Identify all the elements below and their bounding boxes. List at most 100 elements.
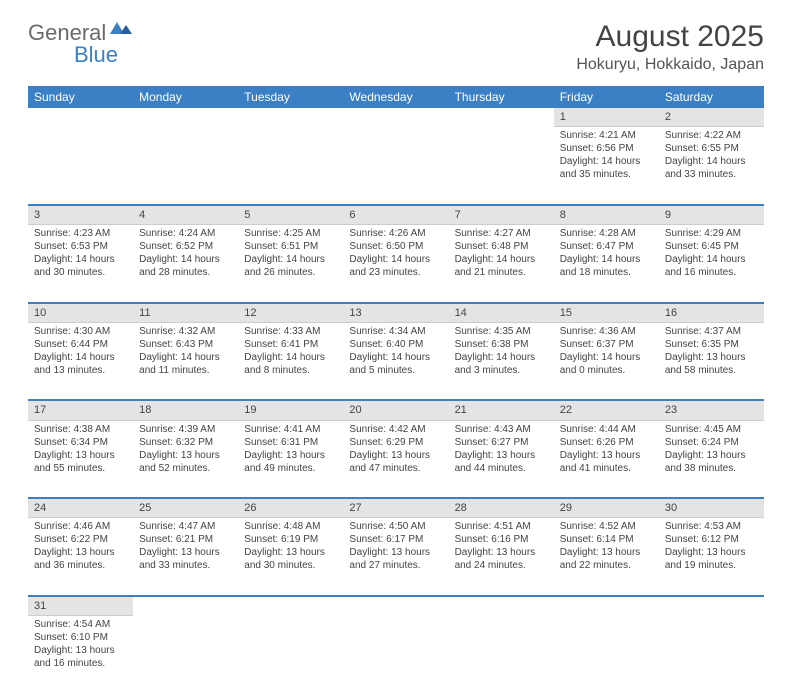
sunset-text: Sunset: 6:51 PM (244, 240, 337, 253)
day-number-cell: 1 (554, 108, 659, 127)
info-row: Sunrise: 4:21 AMSunset: 6:56 PMDaylight:… (28, 127, 764, 205)
day-header: Tuesday (238, 86, 343, 108)
title-block: August 2025 Hokuryu, Hokkaido, Japan (576, 20, 764, 74)
day-number-cell: 20 (343, 400, 448, 420)
sunrise-text: Sunrise: 4:38 AM (34, 423, 127, 436)
day-info-cell: Sunrise: 4:36 AMSunset: 6:37 PMDaylight:… (554, 322, 659, 400)
day-number-cell: 25 (133, 498, 238, 518)
daylight-text: Daylight: 13 hours and 47 minutes. (349, 449, 442, 475)
daylight-text: Daylight: 13 hours and 22 minutes. (560, 546, 653, 572)
day-number-cell: 19 (238, 400, 343, 420)
sunset-text: Sunset: 6:47 PM (560, 240, 653, 253)
day-info-cell: Sunrise: 4:35 AMSunset: 6:38 PMDaylight:… (449, 322, 554, 400)
day-number-cell: 16 (659, 303, 764, 323)
sunset-text: Sunset: 6:50 PM (349, 240, 442, 253)
day-number-cell: 11 (133, 303, 238, 323)
day-info-cell: Sunrise: 4:51 AMSunset: 6:16 PMDaylight:… (449, 518, 554, 596)
day-number-cell: 17 (28, 400, 133, 420)
daylight-text: Daylight: 13 hours and 41 minutes. (560, 449, 653, 475)
day-info-cell: Sunrise: 4:45 AMSunset: 6:24 PMDaylight:… (659, 420, 764, 498)
day-number-cell (343, 596, 448, 616)
day-number-cell: 21 (449, 400, 554, 420)
sunrise-text: Sunrise: 4:54 AM (34, 618, 127, 631)
location: Hokuryu, Hokkaido, Japan (576, 56, 764, 74)
day-header: Saturday (659, 86, 764, 108)
day-number-cell: 27 (343, 498, 448, 518)
day-info-cell: Sunrise: 4:52 AMSunset: 6:14 PMDaylight:… (554, 518, 659, 596)
day-info-cell: Sunrise: 4:41 AMSunset: 6:31 PMDaylight:… (238, 420, 343, 498)
sunset-text: Sunset: 6:12 PM (665, 533, 758, 546)
daylight-text: Daylight: 14 hours and 30 minutes. (34, 253, 127, 279)
daynum-row: 17181920212223 (28, 400, 764, 420)
sunset-text: Sunset: 6:48 PM (455, 240, 548, 253)
day-info-cell: Sunrise: 4:29 AMSunset: 6:45 PMDaylight:… (659, 225, 764, 303)
sunset-text: Sunset: 6:38 PM (455, 338, 548, 351)
info-row: Sunrise: 4:23 AMSunset: 6:53 PMDaylight:… (28, 225, 764, 303)
sunrise-text: Sunrise: 4:29 AM (665, 227, 758, 240)
day-number-cell: 2 (659, 108, 764, 127)
day-info-cell (238, 127, 343, 205)
daylight-text: Daylight: 13 hours and 38 minutes. (665, 449, 758, 475)
sunset-text: Sunset: 6:53 PM (34, 240, 127, 253)
daylight-text: Daylight: 14 hours and 3 minutes. (455, 351, 548, 377)
sunrise-text: Sunrise: 4:24 AM (139, 227, 232, 240)
sunrise-text: Sunrise: 4:36 AM (560, 325, 653, 338)
daylight-text: Daylight: 14 hours and 0 minutes. (560, 351, 653, 377)
day-info-cell: Sunrise: 4:42 AMSunset: 6:29 PMDaylight:… (343, 420, 448, 498)
sunrise-text: Sunrise: 4:37 AM (665, 325, 758, 338)
sunset-text: Sunset: 6:35 PM (665, 338, 758, 351)
day-info-cell: Sunrise: 4:53 AMSunset: 6:12 PMDaylight:… (659, 518, 764, 596)
day-header: Thursday (449, 86, 554, 108)
daylight-text: Daylight: 13 hours and 19 minutes. (665, 546, 758, 572)
sunset-text: Sunset: 6:31 PM (244, 436, 337, 449)
day-info-cell: Sunrise: 4:22 AMSunset: 6:55 PMDaylight:… (659, 127, 764, 205)
daylight-text: Daylight: 14 hours and 23 minutes. (349, 253, 442, 279)
day-info-cell: Sunrise: 4:54 AMSunset: 6:10 PMDaylight:… (28, 616, 133, 694)
day-header: Wednesday (343, 86, 448, 108)
day-info-cell: Sunrise: 4:25 AMSunset: 6:51 PMDaylight:… (238, 225, 343, 303)
day-number-cell (343, 108, 448, 127)
daylight-text: Daylight: 14 hours and 16 minutes. (665, 253, 758, 279)
sunrise-text: Sunrise: 4:46 AM (34, 520, 127, 533)
sunrise-text: Sunrise: 4:48 AM (244, 520, 337, 533)
day-info-cell: Sunrise: 4:21 AMSunset: 6:56 PMDaylight:… (554, 127, 659, 205)
sunset-text: Sunset: 6:34 PM (34, 436, 127, 449)
day-info-cell: Sunrise: 4:50 AMSunset: 6:17 PMDaylight:… (343, 518, 448, 596)
sunset-text: Sunset: 6:41 PM (244, 338, 337, 351)
day-info-cell (554, 616, 659, 694)
day-info-cell: Sunrise: 4:47 AMSunset: 6:21 PMDaylight:… (133, 518, 238, 596)
day-info-cell: Sunrise: 4:37 AMSunset: 6:35 PMDaylight:… (659, 322, 764, 400)
day-number-cell: 14 (449, 303, 554, 323)
sunrise-text: Sunrise: 4:45 AM (665, 423, 758, 436)
day-number-cell (554, 596, 659, 616)
day-number-cell: 3 (28, 205, 133, 225)
daylight-text: Daylight: 14 hours and 33 minutes. (665, 155, 758, 181)
day-info-cell: Sunrise: 4:43 AMSunset: 6:27 PMDaylight:… (449, 420, 554, 498)
info-row: Sunrise: 4:54 AMSunset: 6:10 PMDaylight:… (28, 616, 764, 694)
sunrise-text: Sunrise: 4:51 AM (455, 520, 548, 533)
day-info-cell (343, 616, 448, 694)
daylight-text: Daylight: 14 hours and 26 minutes. (244, 253, 337, 279)
sunrise-text: Sunrise: 4:23 AM (34, 227, 127, 240)
day-info-cell (238, 616, 343, 694)
sunrise-text: Sunrise: 4:47 AM (139, 520, 232, 533)
sunrise-text: Sunrise: 4:50 AM (349, 520, 442, 533)
daylight-text: Daylight: 14 hours and 21 minutes. (455, 253, 548, 279)
day-number-cell: 8 (554, 205, 659, 225)
sunrise-text: Sunrise: 4:22 AM (665, 129, 758, 142)
sunset-text: Sunset: 6:56 PM (560, 142, 653, 155)
sunset-text: Sunset: 6:44 PM (34, 338, 127, 351)
sunrise-text: Sunrise: 4:30 AM (34, 325, 127, 338)
sunset-text: Sunset: 6:26 PM (560, 436, 653, 449)
daylight-text: Daylight: 14 hours and 35 minutes. (560, 155, 653, 181)
day-number-cell: 23 (659, 400, 764, 420)
calendar-table: Sunday Monday Tuesday Wednesday Thursday… (28, 86, 764, 694)
sunrise-text: Sunrise: 4:41 AM (244, 423, 337, 436)
day-number-cell: 28 (449, 498, 554, 518)
calendar-body: 12Sunrise: 4:21 AMSunset: 6:56 PMDayligh… (28, 108, 764, 694)
sunset-text: Sunset: 6:37 PM (560, 338, 653, 351)
daylight-text: Daylight: 14 hours and 8 minutes. (244, 351, 337, 377)
day-number-cell: 5 (238, 205, 343, 225)
sunset-text: Sunset: 6:14 PM (560, 533, 653, 546)
day-header: Friday (554, 86, 659, 108)
